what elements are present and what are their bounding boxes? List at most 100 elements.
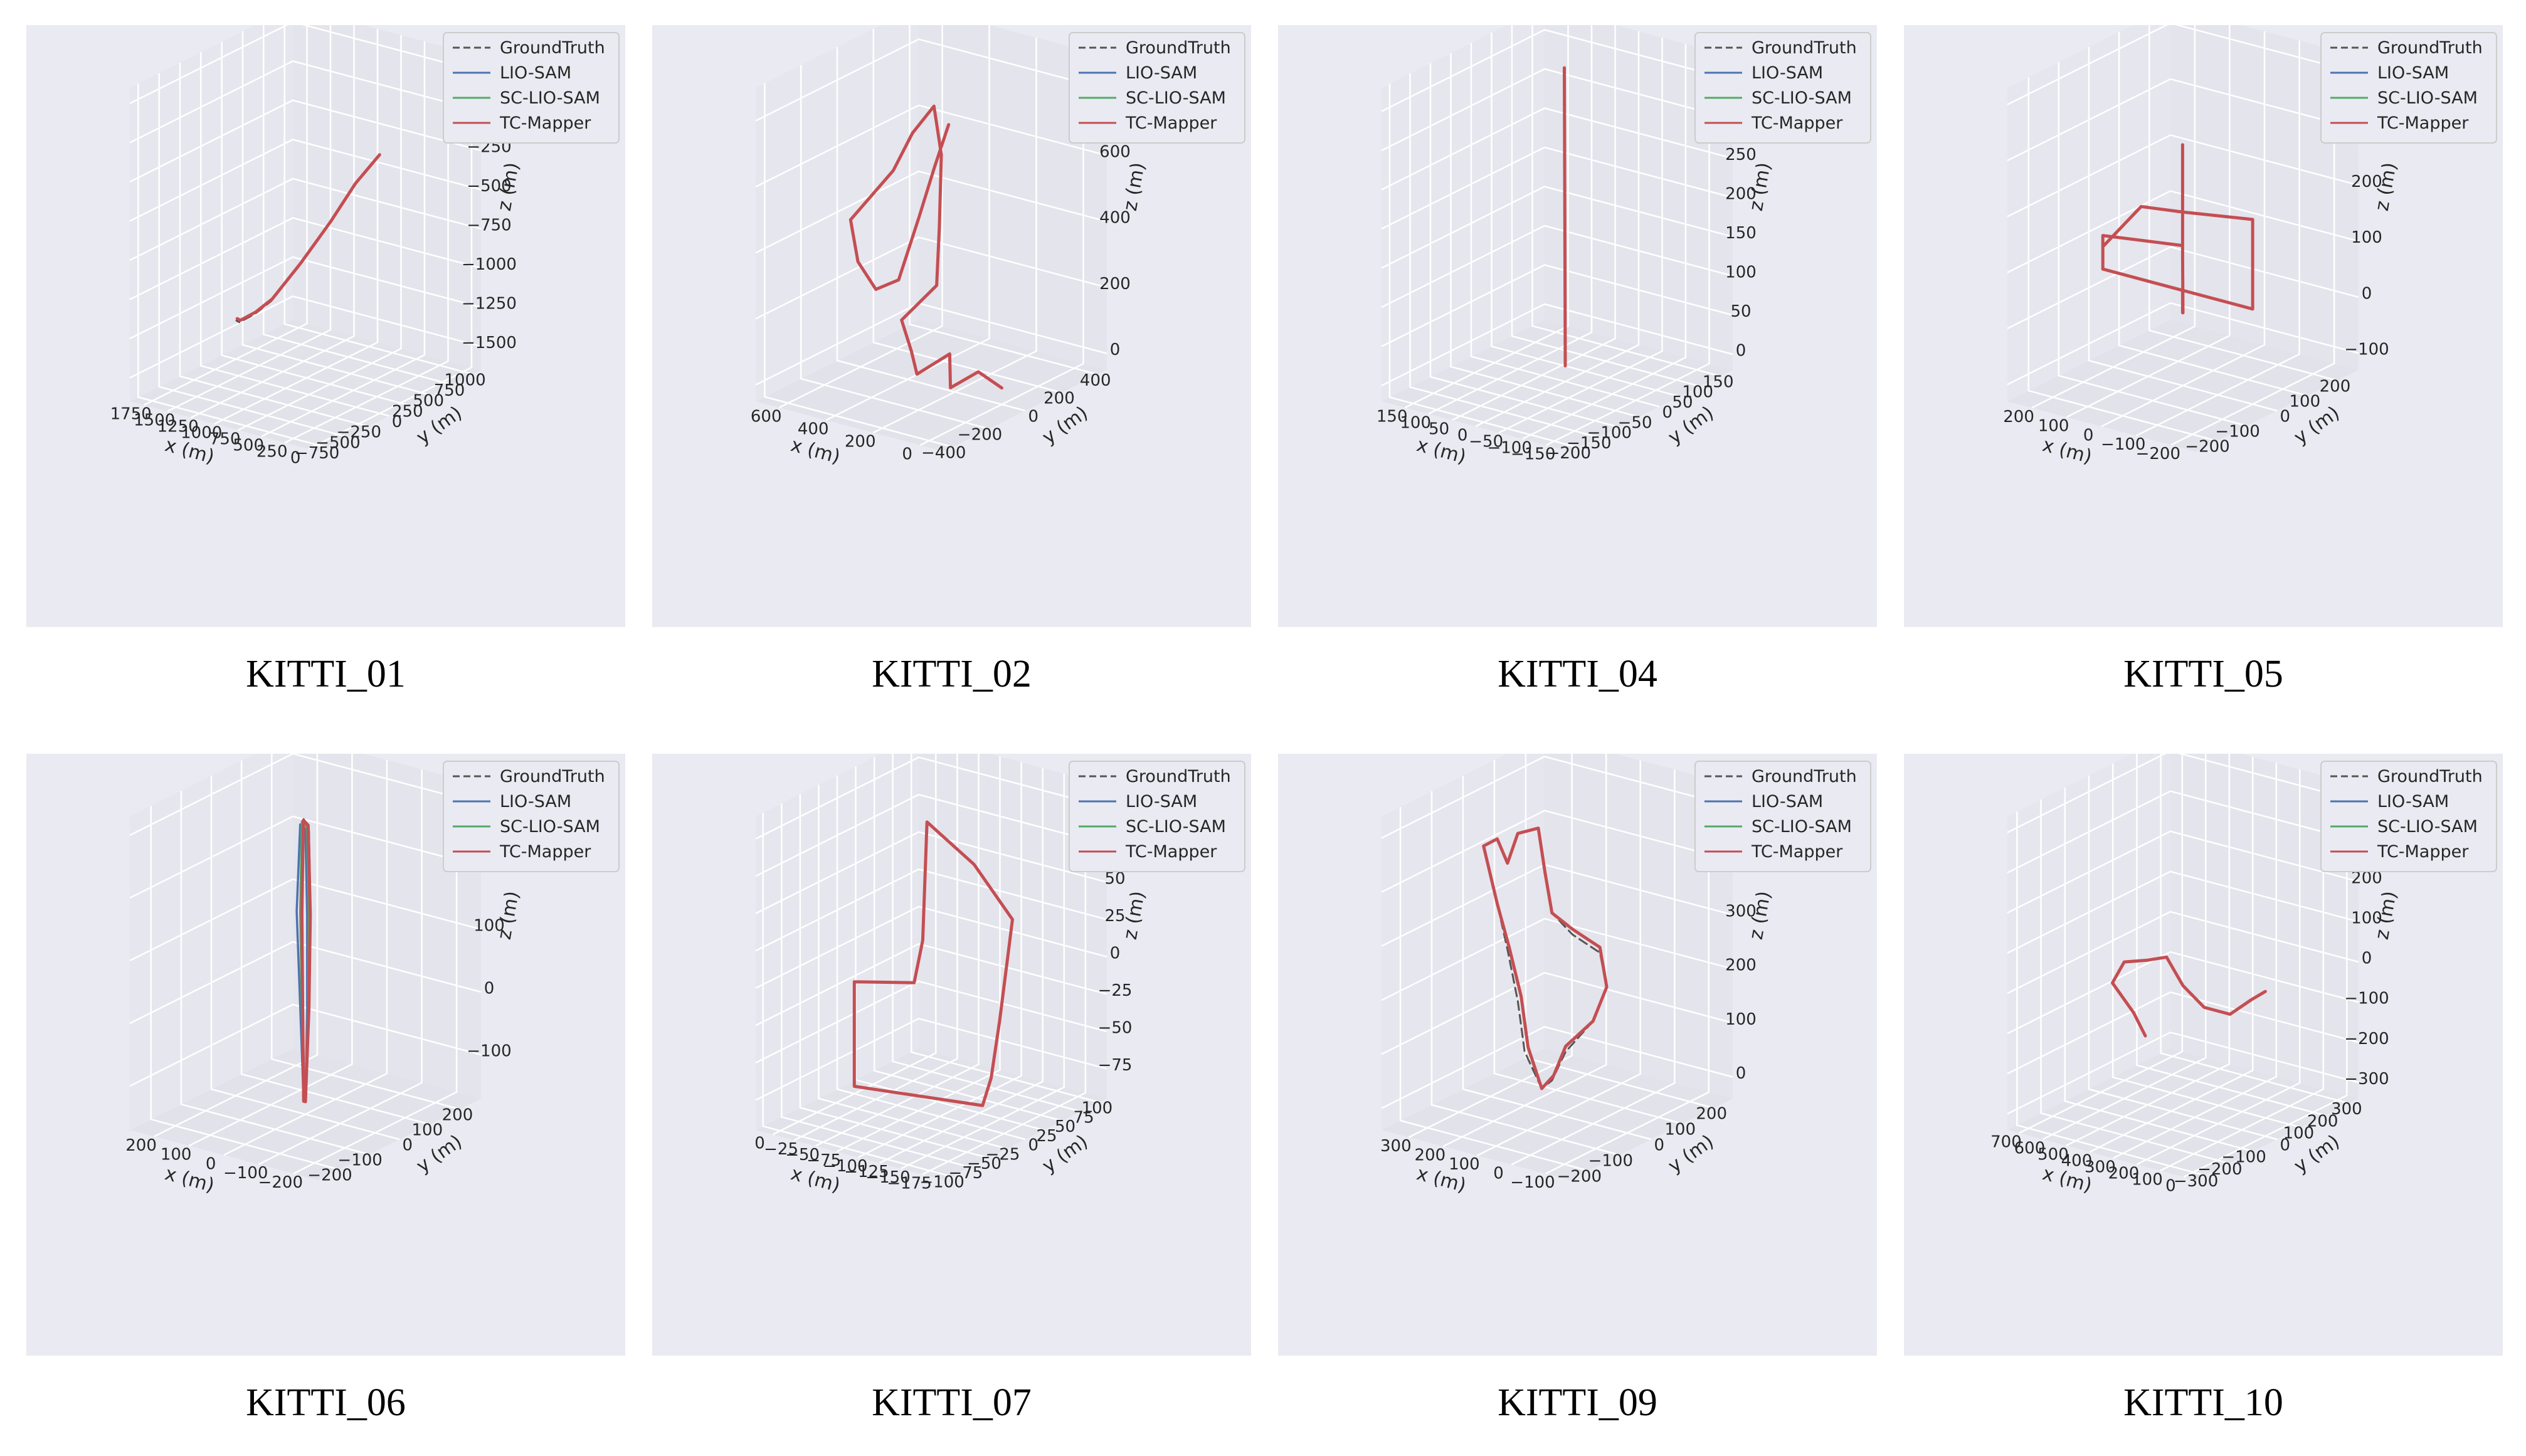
z-gridline bbox=[2007, 25, 2359, 105]
y-tick-label: 400 bbox=[1080, 371, 1111, 390]
z-tick-label: 0 bbox=[1736, 1064, 1747, 1083]
x-tick-label: 0 bbox=[1457, 426, 1468, 445]
y-gridline bbox=[1511, 25, 1701, 388]
x-gridline bbox=[922, 779, 1087, 1176]
x-gridline bbox=[2066, 754, 2231, 1147]
x-gridline bbox=[167, 25, 332, 413]
z-tick-label: 100 bbox=[2351, 909, 2382, 927]
z-gridline bbox=[129, 60, 482, 144]
y-tick-label: 200 bbox=[442, 1105, 473, 1124]
legend: GroundTruth LIO-SAM SC-LIO-SAM TC-Mapper bbox=[2320, 761, 2497, 872]
legend-label: SC-LIO-SAM bbox=[500, 817, 600, 836]
y-gridline bbox=[2088, 47, 2278, 412]
y-tick-label: −400 bbox=[921, 443, 966, 462]
series-line-tc-mapper bbox=[2101, 143, 2254, 315]
series-line-tc-mapper bbox=[848, 104, 1003, 390]
y-tick-label: 200 bbox=[1044, 389, 1075, 408]
z-gridline bbox=[1381, 917, 1733, 1001]
z-gridline bbox=[755, 104, 1107, 188]
y-tick-label: 250 bbox=[392, 402, 423, 421]
x-tick-label: 500 bbox=[233, 436, 264, 455]
x-tick-label: 300 bbox=[2085, 1158, 2116, 1176]
z-tick-label: 100 bbox=[1725, 263, 1757, 282]
legend-label: LIO-SAM bbox=[1752, 63, 1823, 83]
z-gridline bbox=[2007, 991, 2359, 1075]
x-gridline bbox=[1404, 25, 1569, 409]
z-gridline bbox=[129, 878, 482, 962]
y-gridline bbox=[1450, 53, 1639, 418]
legend-box bbox=[1694, 761, 1871, 872]
y-gridline bbox=[263, 25, 452, 386]
y-gridline bbox=[1409, 73, 1599, 438]
z-tick-label: 100 bbox=[473, 917, 505, 936]
chart-panel: 0 250 500 750 1000 1250 1500 1750 −750 −500 −250 0 2… bbox=[26, 25, 625, 727]
x-tick-label: 1250 bbox=[157, 417, 199, 436]
chart-3d-plot: −1000100200300−200−100010020001002003004… bbox=[1278, 754, 1877, 1356]
z-tick-label: 0 bbox=[1110, 340, 1121, 359]
z-tick-label: −200 bbox=[2344, 1030, 2389, 1048]
y-gridline bbox=[800, 65, 990, 430]
y-tick-label: −200 bbox=[1546, 444, 1591, 463]
y-tick-label: −500 bbox=[315, 433, 360, 452]
z-gridline bbox=[755, 980, 1107, 1064]
z-gridline bbox=[1381, 224, 1733, 309]
y-gridline bbox=[2111, 763, 2301, 1129]
legend-label: LIO-SAM bbox=[1752, 792, 1823, 811]
chart-panel: 0200400600−400−20002004000200400600800x … bbox=[652, 25, 1251, 727]
y-gridline bbox=[200, 52, 389, 417]
y-tick-label: −100 bbox=[2215, 423, 2259, 441]
z-gridline bbox=[129, 754, 482, 836]
y-gridline bbox=[781, 803, 970, 1168]
z-gridline bbox=[1381, 756, 1733, 839]
x-tick-label: −100 bbox=[823, 1157, 867, 1176]
z-gridline bbox=[1381, 1026, 1733, 1109]
z-gridline bbox=[1381, 107, 1733, 191]
x-tick-label: 0 bbox=[754, 1134, 765, 1153]
x-gridline bbox=[2136, 769, 2301, 1166]
y-tick-label: 1000 bbox=[444, 371, 485, 389]
z-gridline bbox=[755, 868, 1107, 952]
legend-label: SC-LIO-SAM bbox=[1126, 88, 1226, 108]
x-gridline bbox=[2113, 763, 2278, 1159]
y-tick-label: 200 bbox=[2320, 377, 2351, 396]
y-gridline bbox=[836, 47, 1026, 412]
y-gridline bbox=[2058, 62, 2248, 427]
z-gridline bbox=[1381, 186, 1733, 269]
y-tick-label: 0 bbox=[1028, 1136, 1038, 1155]
y-gridline bbox=[762, 813, 952, 1178]
y-tick-label: −200 bbox=[2185, 438, 2229, 456]
x-gridline bbox=[261, 41, 426, 438]
y-gridline bbox=[2016, 811, 2206, 1176]
x-tick-label: −175 bbox=[887, 1174, 931, 1193]
legend: GroundTruth LIO-SAM SC-LIO-SAM TC-Mapper bbox=[443, 32, 620, 144]
y-gridline bbox=[2136, 754, 2325, 1117]
x-gridline bbox=[214, 29, 379, 425]
panel-title: KITTI_04 bbox=[1498, 653, 1657, 695]
y-tick-label: −200 bbox=[307, 1166, 352, 1185]
z-tick-label: 0 bbox=[2362, 284, 2372, 303]
z-tick-label: −300 bbox=[2344, 1070, 2389, 1089]
legend-label: SC-LIO-SAM bbox=[2377, 817, 2478, 836]
legend-label: TC-Mapper bbox=[1125, 842, 1217, 862]
y-tick-label: 75 bbox=[1074, 1108, 1094, 1127]
legend-box bbox=[443, 32, 620, 144]
z-gridline bbox=[755, 1018, 1107, 1101]
y-gridline bbox=[2118, 31, 2308, 397]
y-tick-label: 0 bbox=[1662, 403, 1673, 422]
chart-3d-plot: −200−1000100200−200−1000100200−100010020… bbox=[26, 754, 625, 1356]
chart-3d-plot: 02505007501000125015001750−750−500−25002… bbox=[26, 25, 625, 627]
y-tick-label: 150 bbox=[1703, 372, 1734, 391]
x-gridline bbox=[1428, 25, 1593, 415]
x-tick-label: 300 bbox=[1380, 1137, 1412, 1156]
x-gridline bbox=[815, 754, 980, 1147]
z-tick-label: 200 bbox=[1099, 275, 1131, 293]
z-gridline bbox=[2007, 78, 2359, 162]
y-tick-label: 100 bbox=[2283, 1124, 2315, 1142]
z-gridline bbox=[1381, 68, 1733, 152]
z-tick-label: 300 bbox=[1725, 902, 1757, 921]
right-wall-pane bbox=[1545, 754, 1733, 1099]
legend-label: GroundTruth bbox=[1752, 767, 1857, 786]
y-gridline bbox=[240, 760, 430, 1126]
legend-box bbox=[443, 761, 620, 872]
z-gridline bbox=[755, 831, 1107, 914]
